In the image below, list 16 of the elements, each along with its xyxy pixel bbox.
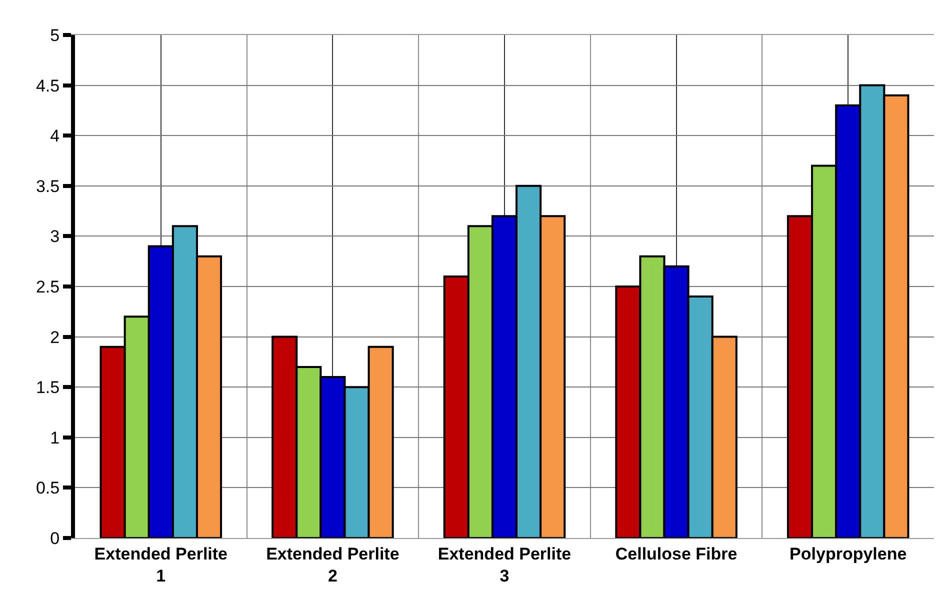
y-tick-label: 3.5 bbox=[36, 176, 60, 196]
x-tick-label: Polypropylene bbox=[790, 544, 907, 564]
x-tick-label: Extended Perlite 2 bbox=[266, 544, 400, 586]
x-tick-label: Cellulose Fibre bbox=[615, 544, 738, 564]
y-tick-label: 2.5 bbox=[36, 277, 60, 296]
x-tick-label: Extended Perlite 3 bbox=[438, 544, 572, 586]
y-tick-label: 4.5 bbox=[36, 76, 60, 96]
y-tick-label: 3 bbox=[50, 227, 60, 246]
y-tick-label: 4 bbox=[50, 126, 60, 146]
x-tick-label: Extended Perlite 1 bbox=[94, 544, 228, 586]
y-tick-label: 1 bbox=[50, 428, 60, 448]
y-tick-label: 2 bbox=[50, 328, 60, 347]
y-tick-label: 5 bbox=[50, 26, 60, 45]
y-tick-label: 0 bbox=[50, 528, 60, 548]
y-tick-label: 0.5 bbox=[36, 478, 60, 498]
y-tick-label: 1.5 bbox=[36, 378, 60, 398]
